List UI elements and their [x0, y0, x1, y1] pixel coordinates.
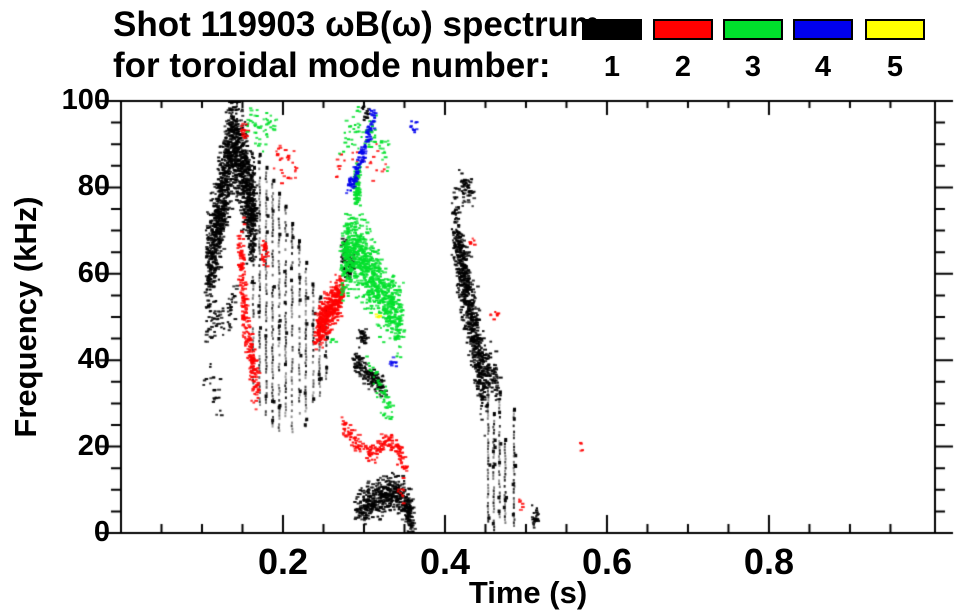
x-axis-title: Time (s): [468, 575, 588, 610]
legend-label-mode-2: 2: [674, 51, 692, 83]
x-tick-label: 0.8: [743, 541, 794, 582]
figure-title-line2: for toroidal mode number:: [113, 46, 551, 85]
figure-title-line1: Shot 119903 ωB(ω) spectrum: [113, 5, 601, 44]
y-tick-label: 60: [77, 256, 110, 289]
legend-label-mode-3: 3: [744, 51, 762, 83]
y-tick-label: 0: [93, 515, 110, 548]
x-tick-label: 0.4: [419, 541, 470, 582]
legend-label-mode-5: 5: [886, 51, 904, 83]
legend-swatch-mode-3: [723, 19, 783, 40]
x-tick-label: 0.6: [581, 541, 632, 582]
x-tick-label: 0.2: [257, 541, 309, 582]
y-tick-label: 80: [77, 170, 110, 203]
legend-swatch-mode-1: [582, 19, 642, 40]
y-tick-label: 20: [77, 429, 110, 462]
legend-swatch-mode-4: [793, 19, 853, 40]
y-tick-label: 40: [77, 343, 110, 376]
legend-label-mode-4: 4: [814, 51, 832, 83]
legend-swatch-mode-5: [865, 19, 925, 40]
y-tick-label: 100: [61, 83, 110, 116]
legend-swatch-mode-2: [653, 19, 713, 40]
legend-label-mode-1: 1: [603, 51, 621, 83]
y-axis-title: Frequency (kHz): [8, 196, 43, 438]
